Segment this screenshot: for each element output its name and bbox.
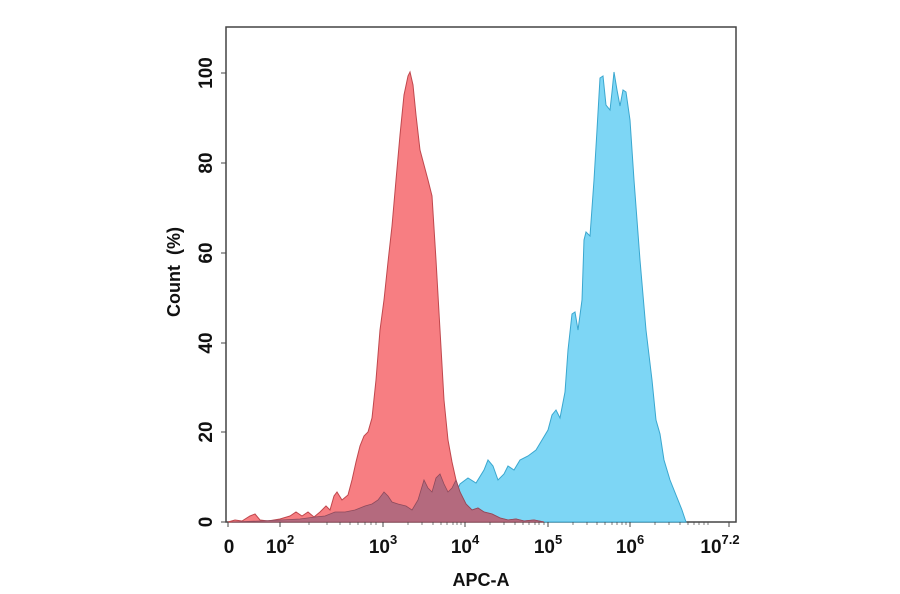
y-tick-20: 20	[196, 421, 217, 442]
blue-histogram-area	[279, 71, 687, 523]
y-tick-0: 0	[196, 517, 217, 528]
y-tick-labels: 0 20 40 60 80 100	[196, 57, 217, 527]
y-tick-100: 100	[196, 57, 217, 89]
y-axis	[221, 72, 226, 523]
y-tick-40: 40	[196, 332, 217, 353]
x-tick-labels: 0 102 103 104 105 106 107.2	[224, 532, 740, 558]
y-tick-80: 80	[196, 152, 217, 173]
x-tick-1e4: 104	[451, 532, 480, 558]
x-tick-1e5: 105	[534, 532, 562, 558]
x-axis-title: APC-A	[453, 570, 510, 590]
x-tick-1e2: 102	[266, 532, 294, 558]
y-tick-60: 60	[196, 242, 217, 263]
overlap-area	[231, 473, 545, 523]
x-tick-1e7-2: 107.2	[700, 532, 739, 558]
x-tick-0: 0	[224, 537, 235, 558]
x-axis	[227, 522, 730, 527]
x-tick-1e3: 103	[369, 532, 397, 558]
x-tick-1e6: 106	[616, 532, 644, 558]
y-axis-title: Count (%)	[164, 227, 184, 317]
